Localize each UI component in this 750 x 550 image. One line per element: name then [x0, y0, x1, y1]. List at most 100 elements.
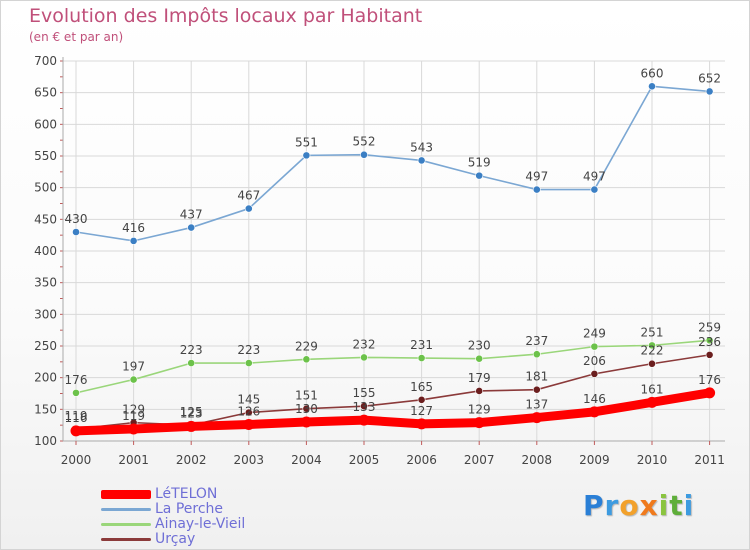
y-tick-label: 450: [34, 212, 57, 226]
data-label-urcay: 145: [237, 393, 260, 407]
point-ainay-le-vieil: [72, 388, 80, 397]
point-ainay-le-vieil: [244, 359, 253, 367]
point-letelon: [300, 416, 312, 428]
data-label-urcay: 151: [295, 389, 318, 403]
data-label-la-perche: 437: [180, 208, 203, 222]
series-line-la-perche: [75, 85, 711, 242]
point-ainay-le-vieil: [360, 353, 368, 362]
y-tick-label: 150: [34, 402, 57, 416]
point-la-perche: [302, 151, 311, 160]
data-label-urcay: 119: [65, 409, 88, 423]
series-line-letelon: [71, 388, 715, 436]
legend-item-urcay: Urçay: [99, 531, 399, 547]
legend-label-la-perche: La Perche: [155, 501, 224, 517]
legend-swatch-letelon: [101, 490, 151, 499]
point-la-perche: [360, 150, 368, 159]
point-letelon: [70, 425, 82, 437]
point-ainay-le-vieil: [705, 336, 714, 345]
point-ainay-le-vieil: [532, 350, 541, 359]
x-tick-label: 2007: [464, 453, 495, 467]
data-label-letelon: 129: [468, 403, 491, 417]
chart-subtitle: (en € et par an): [29, 30, 124, 44]
y-tick-label: 100: [34, 434, 57, 448]
data-label-letelon: 146: [583, 392, 606, 406]
series-layer: [70, 82, 716, 437]
grid-layer: [63, 60, 725, 442]
y-tick-label: 250: [34, 339, 57, 353]
data-label-ainay-le-vieil: 230: [468, 339, 491, 353]
x-tick-label: 2005: [349, 453, 380, 467]
point-urcay: [475, 387, 484, 395]
point-la-perche: [72, 228, 80, 236]
point-la-perche: [475, 171, 484, 180]
point-la-perche: [129, 236, 138, 245]
data-label-letelon: 137: [525, 398, 548, 412]
y-tick-label: 700: [34, 54, 57, 68]
point-letelon: [128, 423, 140, 435]
point-letelon: [588, 406, 600, 418]
x-tick-label: 2009: [579, 453, 610, 467]
point-ainay-le-vieil: [417, 354, 426, 362]
point-urcay: [417, 395, 426, 404]
point-urcay: [532, 385, 541, 394]
data-label-letelon: 130: [295, 402, 318, 416]
point-letelon: [531, 412, 543, 424]
data-label-ainay-le-vieil: 223: [237, 343, 260, 357]
data-label-urcay: 179: [468, 371, 491, 385]
data-label-la-perche: 497: [525, 170, 548, 184]
data-label-urcay: 129: [122, 403, 145, 417]
logo-letter: i: [658, 489, 670, 522]
data-label-urcay: 181: [525, 370, 548, 384]
point-letelon: [704, 387, 716, 399]
data-label-ainay-le-vieil: 197: [122, 360, 145, 374]
y-tick-label: 200: [34, 371, 57, 385]
data-label-la-perche: 652: [698, 71, 721, 85]
data-label-la-perche: 497: [583, 170, 606, 184]
y-tick-label: 500: [34, 181, 57, 195]
data-label-ainay-le-vieil: 232: [353, 337, 376, 351]
data-label-urcay: 222: [641, 344, 664, 358]
y-tick-label: 300: [34, 307, 57, 321]
y-tick-label: 550: [34, 149, 57, 163]
point-la-perche: [590, 185, 599, 194]
point-la-perche: [648, 82, 656, 91]
point-letelon: [185, 420, 197, 432]
x-tick-label: 2001: [118, 453, 149, 467]
data-label-urcay: 165: [410, 380, 433, 394]
logo-letter: r: [604, 489, 620, 522]
data-label-letelon: 176: [698, 373, 721, 387]
point-ainay-le-vieil: [648, 341, 656, 350]
x-tick-label: 2003: [234, 453, 265, 467]
point-letelon: [646, 396, 658, 408]
x-tick-label: 2006: [406, 453, 437, 467]
point-urcay: [302, 404, 311, 413]
data-label-letelon: 116: [65, 411, 88, 425]
data-label-la-perche: 660: [641, 66, 664, 80]
data-label-urcay: 236: [698, 335, 721, 349]
logo-letter: i: [683, 489, 695, 522]
legend: LéTELON La Perche Ainay-le-Vieil Urçay: [99, 486, 399, 547]
logo-letter: t: [669, 489, 684, 522]
data-label-layer: 116 119 123 126 130 133 127 129 137 1461611764304…: [65, 66, 722, 425]
data-label-letelon: 133: [353, 400, 376, 414]
point-ainay-le-vieil: [475, 354, 484, 363]
series-line-ainay-le-vieil: [75, 339, 711, 394]
data-label-la-perche: 552: [353, 135, 376, 149]
data-label-letelon: 127: [410, 404, 433, 418]
point-ainay-le-vieil: [302, 355, 311, 364]
data-label-ainay-le-vieil: 251: [641, 325, 664, 339]
point-la-perche: [532, 185, 541, 194]
legend-item-la-perche: La Perche: [99, 501, 399, 517]
data-label-letelon: 119: [122, 409, 145, 423]
legend-item-letelon: LéTELON: [99, 486, 399, 502]
legend-item-ainay-le-vieil: Ainay-le-Vieil: [99, 516, 399, 532]
data-label-urcay: 125: [180, 405, 203, 419]
data-label-la-perche: 430: [65, 212, 88, 226]
point-ainay-le-vieil: [187, 359, 196, 367]
logo-letter: o: [619, 489, 640, 522]
point-urcay: [590, 369, 599, 378]
point-urcay: [705, 350, 714, 359]
x-tick-label: 2002: [176, 453, 207, 467]
